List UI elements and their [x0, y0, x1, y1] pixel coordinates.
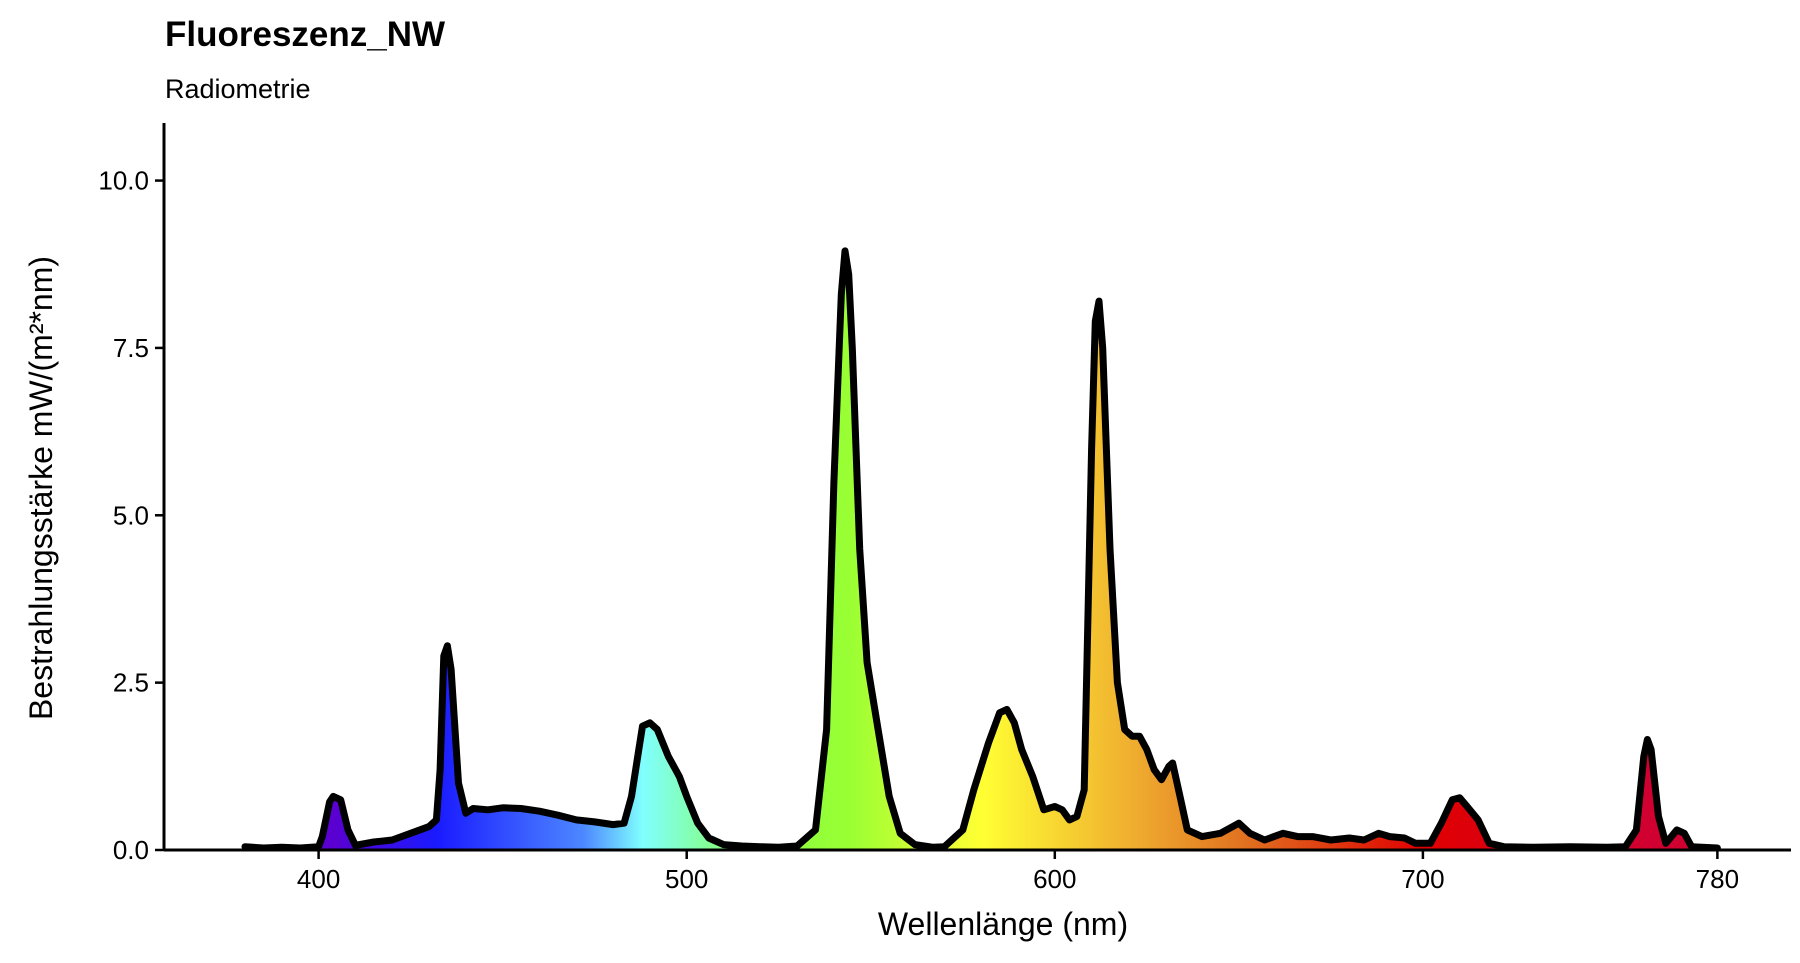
y-tick-label: 5.0 — [113, 500, 149, 530]
x-tick-label: 600 — [1033, 864, 1076, 894]
spectrum-line — [241, 247, 1721, 852]
x-tick-label: 500 — [665, 864, 708, 894]
y-tick-label: 7.5 — [113, 333, 149, 363]
y-axis-label: Bestrahlungsstärke mW/(m²*nm) — [23, 256, 59, 720]
y-tick-label: 10.0 — [98, 166, 149, 196]
x-tick-label: 780 — [1696, 864, 1739, 894]
y-tick-label: 0.0 — [113, 835, 149, 865]
x-axis-label: Wellenlänge (nm) — [878, 906, 1128, 942]
plot-area: 0.0 2.5 5.0 7.5 10.0 400 500 600 700 780 — [98, 123, 1791, 894]
chart-title: Fluoreszenz_NW — [165, 15, 445, 54]
x-tick-label: 700 — [1401, 864, 1444, 894]
x-tick-label: 400 — [297, 864, 340, 894]
chart-subtitle: Radiometrie — [165, 74, 311, 104]
y-tick-label: 2.5 — [113, 668, 149, 698]
